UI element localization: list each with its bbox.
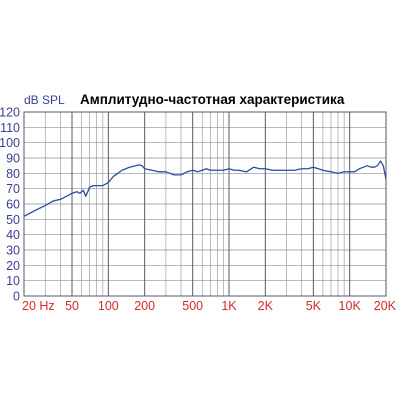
y-tick-label: 70 (6, 182, 20, 196)
series-layer (23, 160, 387, 217)
x-tick-label: 20 Hz (22, 299, 55, 313)
y-tick-label: 10 (6, 274, 20, 288)
frequency-response-line (23, 160, 387, 217)
y-tick-label: 20 (6, 259, 20, 273)
y-tick-label: 80 (6, 167, 20, 181)
x-tick-labels: 20 Hz 50 100 200 500 1K 2K 5K 10K 20K (22, 299, 397, 313)
y-tick-label: 50 (6, 213, 20, 227)
y-tick-label: 110 (0, 121, 20, 135)
y-tick-label: 40 (6, 228, 20, 242)
x-tick-label: 200 (134, 299, 155, 313)
y-tick-label: 30 (6, 244, 20, 258)
plot-frame (23, 111, 387, 297)
y-tick-label: 120 (0, 106, 20, 120)
x-tick-label: 2K (258, 299, 274, 313)
x-tick-label: 500 (182, 299, 203, 313)
y-tick-label: 60 (6, 198, 20, 212)
y-axis-label: dB SPL (24, 93, 65, 107)
x-tick-label: 50 (65, 299, 79, 313)
x-tick-label: 1K (221, 299, 237, 313)
y-tick-label: 0 (13, 290, 20, 304)
y-tick-label: 100 (0, 136, 20, 150)
y-tick-label: 90 (6, 152, 20, 166)
x-tick-label: 100 (98, 299, 119, 313)
x-tick-label: 5K (306, 299, 322, 313)
grid (23, 111, 387, 297)
x-tick-label: 20K (374, 299, 397, 313)
chart-title: Амплитудно-частотная характеристика (80, 92, 345, 107)
x-tick-label: 10K (339, 299, 362, 313)
